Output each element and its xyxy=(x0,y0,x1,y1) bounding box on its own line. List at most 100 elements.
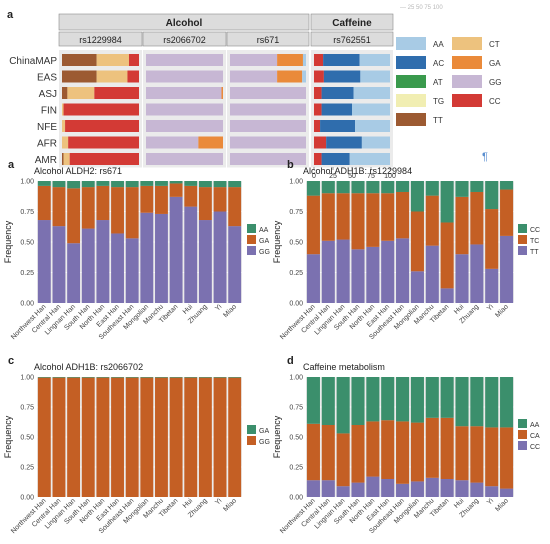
y-tick-label: 0.75 xyxy=(289,209,303,216)
bar-northwest-han-aa xyxy=(306,377,320,424)
bar-rs762551-fin-cc xyxy=(314,103,322,116)
bar-rs1229984-asj-tt xyxy=(62,87,68,99)
x-tick-label-miao: Miao xyxy=(222,497,238,513)
bar-yi-ga xyxy=(213,187,227,212)
bar-tibetan-ca xyxy=(440,417,454,479)
bar-hui-cc xyxy=(455,480,469,497)
bar-yi-gg xyxy=(213,211,227,303)
bar-zhuang-ca xyxy=(470,426,484,483)
bar-central-han-gg xyxy=(52,377,66,497)
bar-southeast-han-aa xyxy=(125,181,139,188)
bar-lingnan-han-tt xyxy=(336,239,350,303)
legend-swatch-gg xyxy=(247,246,256,255)
y-tick-label: 1.00 xyxy=(289,375,303,382)
x-tick-label-miao: Miao xyxy=(222,303,238,319)
legend-label-tc: TC xyxy=(530,238,539,245)
bar-rs762551-eas-aa xyxy=(360,70,390,83)
bar-tibetan-cc xyxy=(440,479,454,497)
legend-label-ga: GA xyxy=(259,238,269,245)
bar-zhuang-cc xyxy=(470,482,484,497)
legend-swatch-ac xyxy=(396,56,426,69)
bar-tibetan-ga xyxy=(169,183,183,197)
x-tick-label: 75 xyxy=(367,173,375,180)
bar-hui-aa xyxy=(184,181,198,186)
bar-rs1229984-asj-ct xyxy=(67,87,95,99)
facet-label-rs671: rs671 xyxy=(257,35,280,45)
bar-mongolian-cc xyxy=(410,481,424,497)
panel-title: Alcohol ADH1B: rs2066702 xyxy=(34,362,143,372)
bar-manchu-aa xyxy=(425,377,439,418)
bar-rs762551-fin-aa xyxy=(352,103,390,116)
bar-yi-cc xyxy=(485,486,499,497)
bar-lingnan-han-ga xyxy=(67,377,81,378)
bar-rs762551-fin-ac xyxy=(321,103,352,116)
bar-zhuang-tt xyxy=(470,244,484,303)
bar-zhuang-aa xyxy=(470,377,484,427)
legend-label-cc: CC xyxy=(530,227,540,234)
bar-rs1229984-chinamap-ct xyxy=(96,54,129,66)
bar-south-han-aa xyxy=(351,377,365,425)
legend-label-ga: GA xyxy=(489,59,501,68)
group-title-caffeine: Caffeine xyxy=(332,18,372,29)
bar-rs762551-amr-aa xyxy=(349,153,390,165)
panel-d-caffeine-metabolism: d Caffeine metabolism 0.00 0.25 0.50 0.75 1.00… xyxy=(272,355,540,535)
bar-east-han-aa xyxy=(381,377,395,421)
bar-south-han-cc xyxy=(351,482,365,497)
bar-yi-ca xyxy=(485,427,499,487)
bar-northwest-han-gg xyxy=(37,220,51,303)
bar-rs671-afr-gg xyxy=(230,136,306,149)
bar-rs762551-afr-aa xyxy=(361,136,390,149)
bar-northwest-han-gg xyxy=(37,377,51,497)
panel-title: Caffeine metabolism xyxy=(303,362,385,372)
bar-tibetan-aa xyxy=(169,181,183,184)
bar-mongolian-gg xyxy=(140,377,154,497)
legend-label-at: AT xyxy=(433,78,443,87)
bar-zhuang-aa xyxy=(198,181,212,188)
legend-label-ga: GA xyxy=(259,428,269,435)
bar-zhuang-ga xyxy=(198,187,212,221)
bar-hui-aa xyxy=(455,377,469,427)
panel-letter: b xyxy=(287,159,294,171)
bar-miao-ca xyxy=(500,427,514,489)
bar-manchu-aa xyxy=(155,181,168,186)
bar-manchu-gg xyxy=(155,377,168,497)
y-tick-label: 0.25 xyxy=(20,270,34,277)
bar-rs1229984-fin-cc xyxy=(63,103,139,116)
bar-miao-tt xyxy=(500,235,514,303)
facet-header-rs2066702 xyxy=(142,31,227,47)
bar-northwest-han-aa xyxy=(37,181,51,186)
bar-miao-cc xyxy=(500,488,514,497)
bar-rs671-asj-gg xyxy=(230,87,306,99)
bar-miao-cc xyxy=(500,181,514,190)
y-tick-label: 1.00 xyxy=(20,375,34,382)
population-label-nfe: NFE xyxy=(37,122,57,133)
bar-north-han-aa xyxy=(366,377,380,422)
bar-south-han-gg xyxy=(81,228,95,303)
bar-rs2066702-afr-ga xyxy=(198,136,223,149)
bar-manchu-cc xyxy=(425,477,439,497)
legend-label-gg: GG xyxy=(489,78,501,87)
bar-hui-tc xyxy=(455,196,469,255)
y-tick-label: 0.75 xyxy=(20,209,34,216)
bar-rs762551-nfe-ac xyxy=(320,120,356,132)
bar-rs671-amr-gg xyxy=(230,153,306,165)
bar-central-han-cc xyxy=(321,480,335,497)
bar-manchu-tt xyxy=(425,245,439,303)
y-tick-label: 0.00 xyxy=(20,495,34,502)
bar-hui-gg xyxy=(184,206,198,303)
bar-rs1229984-eas-ct xyxy=(96,70,128,83)
bar-tibetan-aa xyxy=(440,377,454,418)
bar-miao-gg xyxy=(228,226,242,303)
panel-a-alcohol-aldh2-rs671: a Alcohol ALDH2: rs671 0.00 0.25 0.50 0.75 1.0… xyxy=(3,159,270,341)
legend-swatch-at xyxy=(396,75,426,88)
bar-rs762551-nfe-aa xyxy=(355,120,390,132)
legend-swatch-cc xyxy=(452,94,482,107)
bar-zhuang-cc xyxy=(470,181,484,192)
legend-swatch-tt xyxy=(396,113,426,126)
bar-lingnan-han-cc xyxy=(336,181,350,194)
legend-swatch-ct xyxy=(452,37,482,50)
panel-letter: a xyxy=(7,9,14,21)
bar-north-han-gg xyxy=(96,220,110,303)
bar-southeast-han-aa xyxy=(396,377,410,422)
bar-manchu-ga xyxy=(155,377,168,378)
